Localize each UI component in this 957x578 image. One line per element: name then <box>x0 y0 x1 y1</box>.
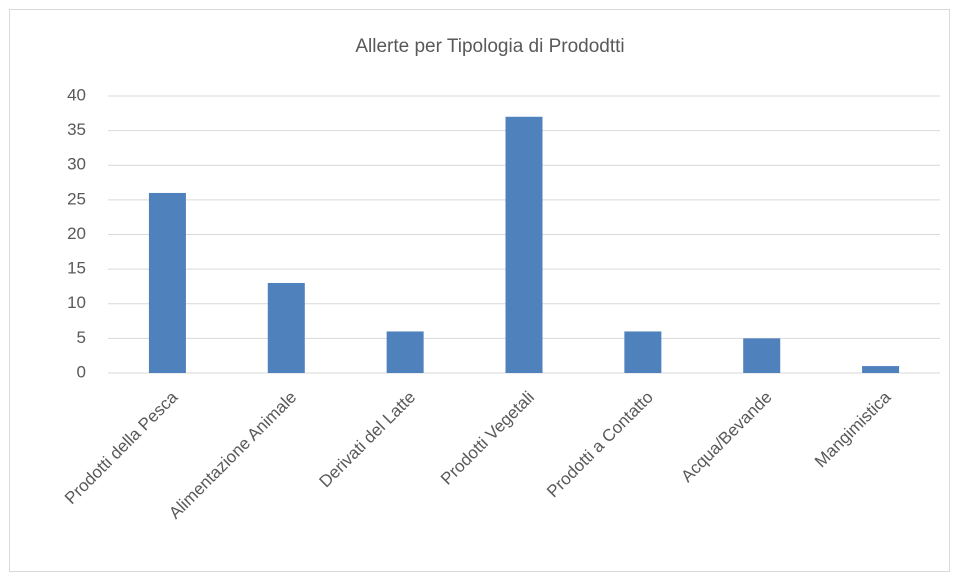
chart-title: Allerte per Tipologia di Prododtti <box>355 36 624 57</box>
bar <box>267 282 305 373</box>
y-tick-label: 0 <box>77 362 86 381</box>
y-tick-label: 35 <box>67 120 86 139</box>
bar <box>505 116 543 374</box>
y-tick-label: 5 <box>77 328 86 347</box>
bar <box>862 366 900 373</box>
bar <box>148 192 186 373</box>
y-tick-label: 40 <box>67 85 86 104</box>
y-tick-label: 25 <box>67 189 86 208</box>
bar <box>624 331 662 373</box>
y-tick-label: 20 <box>67 224 86 243</box>
y-tick-label: 10 <box>67 293 86 312</box>
y-tick-label: 30 <box>67 155 86 174</box>
y-tick-label: 15 <box>67 259 86 278</box>
bar <box>743 338 781 373</box>
bar <box>386 331 424 373</box>
